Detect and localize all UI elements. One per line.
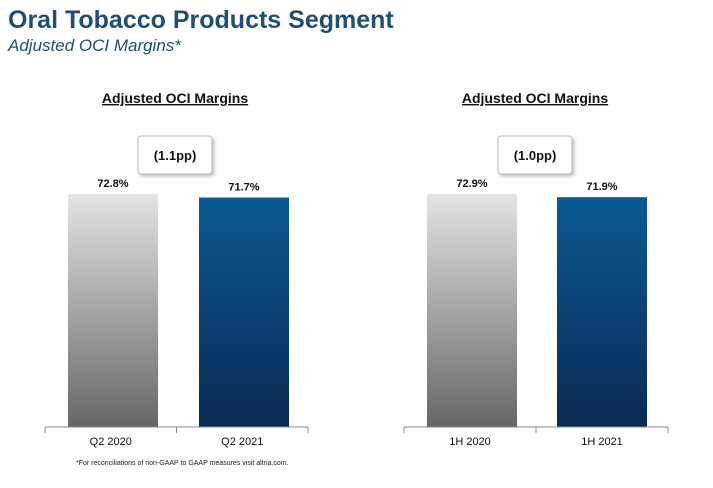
chart-2-category-label-1: 1H 2020: [449, 436, 491, 448]
chart-1-bar-2: [199, 197, 289, 427]
chart-1-title: Adjusted OCI Margins: [102, 90, 248, 106]
chart-2-change-label: (1.0pp): [514, 148, 557, 163]
page-title: Oral Tobacco Products Segment: [8, 6, 394, 34]
chart-2-value-label-2: 71.9%: [586, 181, 617, 193]
chart-2-change-box: [497, 135, 573, 175]
chart-2-title: Adjusted OCI Margins: [462, 90, 608, 106]
chart-1-value-label-1: 72.8%: [97, 178, 128, 190]
chart-2-value-label-1: 72.9%: [456, 178, 487, 190]
chart-1-value-label-2: 71.7%: [228, 182, 259, 194]
chart-2-category-label-2: 1H 2021: [581, 436, 623, 448]
chart-2-bar-2: [557, 197, 647, 427]
footnote: *For reconciliations of non-GAAP to GAAP…: [76, 460, 289, 467]
chart-1-category-label-2: Q2 2021: [221, 436, 263, 448]
page-subtitle: Adjusted OCI Margins*: [8, 36, 181, 55]
chart-1-bar-1: [68, 194, 158, 427]
chart-1-change-label: (1.1pp): [154, 148, 197, 163]
chart-1-change-box: [137, 135, 213, 175]
chart-1-category-label-1: Q2 2020: [90, 436, 132, 448]
chart-2-bar-1: [427, 194, 517, 427]
